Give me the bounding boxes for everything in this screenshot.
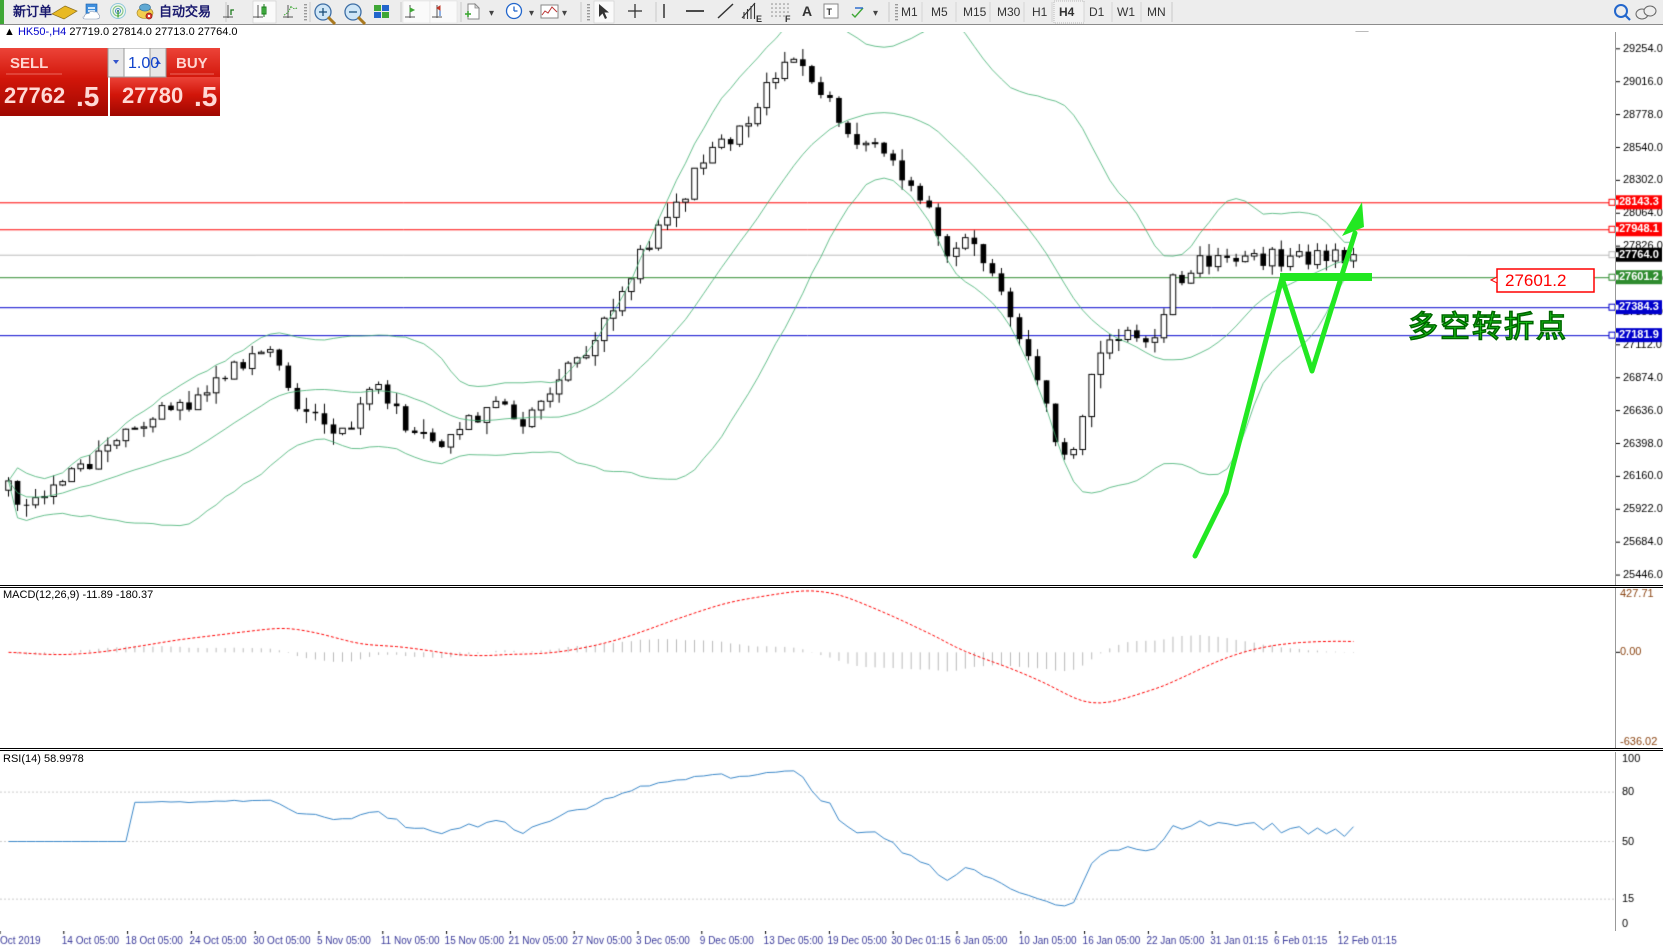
svg-text:27780: 27780 — [122, 83, 183, 108]
svg-text:M5: M5 — [931, 5, 948, 19]
svg-text:BUY: BUY — [176, 55, 208, 72]
svg-text:A: A — [802, 3, 812, 19]
svg-text:F: F — [785, 14, 791, 24]
svg-text:H4: H4 — [1059, 5, 1075, 19]
svg-text:H1: H1 — [1032, 5, 1048, 19]
svg-text:E: E — [756, 14, 762, 24]
svg-text:1.00: 1.00 — [128, 55, 159, 72]
svg-text:D1: D1 — [1089, 5, 1105, 19]
svg-text:自动交易: 自动交易 — [159, 4, 211, 19]
svg-text:T: T — [827, 7, 833, 17]
svg-text:▾: ▾ — [489, 8, 494, 19]
svg-text:.5: .5 — [194, 81, 217, 112]
svg-text:W1: W1 — [1117, 5, 1135, 19]
svg-text:27762: 27762 — [4, 83, 65, 108]
svg-text:MN: MN — [1147, 5, 1166, 19]
svg-text:M15: M15 — [963, 5, 987, 19]
svg-text:SELL: SELL — [10, 55, 48, 72]
svg-text:▾: ▾ — [873, 8, 878, 19]
svg-text:.5: .5 — [76, 81, 99, 112]
svg-text:新订单: 新订单 — [13, 4, 52, 19]
svg-text:M1: M1 — [901, 5, 918, 19]
svg-text:▾: ▾ — [529, 8, 534, 19]
svg-text:M30: M30 — [997, 5, 1021, 19]
svg-text:▾: ▾ — [562, 8, 567, 19]
